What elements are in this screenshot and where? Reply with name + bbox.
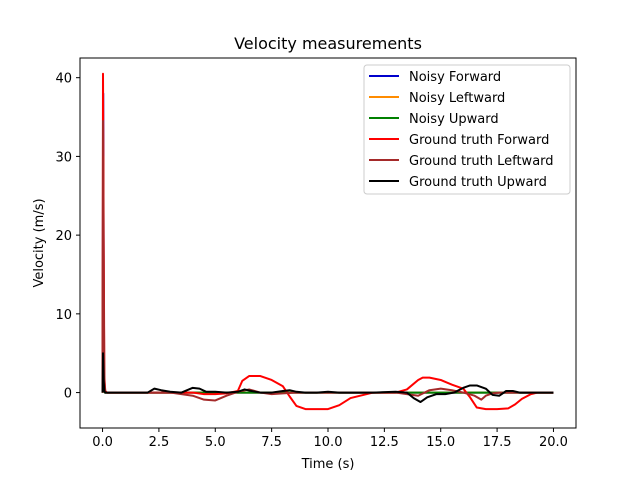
y-tick-label: 40	[55, 72, 72, 87]
axes-frame	[79, 57, 577, 429]
x-tick-label: 15.0	[426, 435, 455, 450]
y-tick-label: 20	[55, 229, 72, 244]
x-tick-label: 5.0	[205, 435, 226, 450]
legend: Noisy Forward Noisy Leftward Noisy Upward G…	[363, 64, 571, 195]
legend-label-5: Ground truth Upward	[409, 175, 547, 190]
y-tick-label: 10	[55, 308, 72, 323]
y-tick-label: 0	[64, 387, 72, 402]
y-tick-label: 30	[55, 150, 72, 165]
x-tick-label: 2.5	[149, 435, 170, 450]
legend-label-0: Noisy Forward	[409, 70, 501, 85]
plot-area	[101, 72, 554, 411]
legend-label-1: Noisy Leftward	[409, 91, 505, 106]
x-axis-ticks: 0.0 2.5 5.0 7.5 10.0 12.5 15.0 17.5 20.0	[92, 428, 568, 450]
legend-box	[363, 64, 571, 195]
series-line-5	[101, 352, 554, 404]
y-axis-label: Velocity (m/s)	[32, 198, 47, 287]
x-tick-label: 10.0	[314, 435, 343, 450]
x-axis-label: Time (s)	[301, 457, 355, 472]
legend-label-4: Ground truth Leftward	[409, 154, 554, 169]
chart-title: Velocity measurements	[234, 34, 422, 53]
x-tick-label: 0.0	[92, 435, 113, 450]
y-axis-ticks: 0 10 20 30 40	[55, 72, 80, 402]
x-tick-label: 17.5	[483, 435, 512, 450]
x-tick-label: 7.5	[261, 435, 282, 450]
legend-label-2: Noisy Upward	[409, 112, 499, 127]
legend-label-3: Ground truth Forward	[409, 133, 549, 148]
x-tick-label: 20.0	[539, 435, 568, 450]
x-tick-label: 12.5	[370, 435, 399, 450]
